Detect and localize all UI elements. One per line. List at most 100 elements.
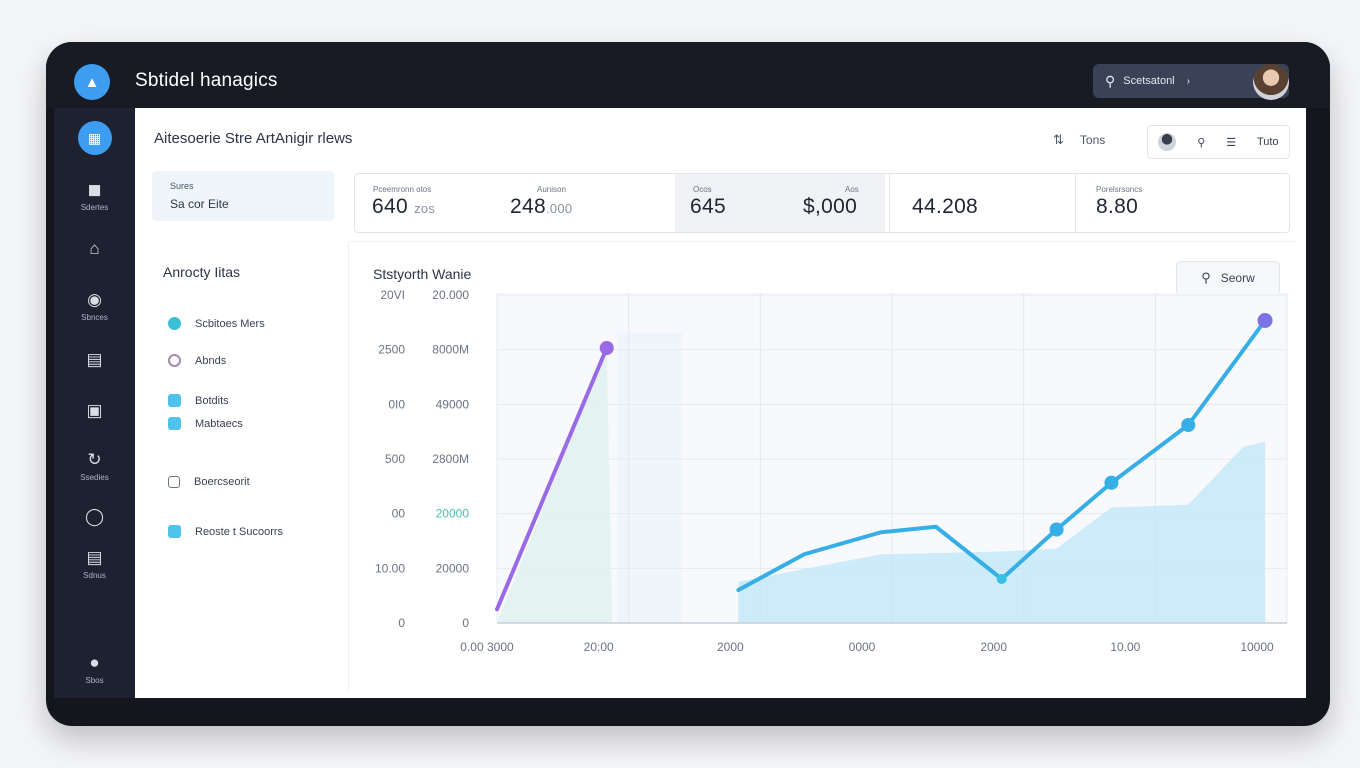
list-item-label: Mabtaecs	[195, 417, 243, 430]
list-item-label: Abnds	[195, 354, 227, 367]
stat-value: 248.000	[510, 195, 573, 218]
list-item-label: Boercseorit	[194, 476, 250, 488]
sidebar-item-8[interactable]: ▤ Sdnus	[54, 548, 135, 580]
y-tick-label: 2500	[378, 343, 405, 357]
stat-card[interactable]: Porelsrsoncs 8.80	[1075, 174, 1289, 232]
chart-card: Ststyorth Wanie ⚲ Seorw 20VI 20.000 2500 80…	[348, 241, 1297, 692]
list-icon: ▤	[86, 548, 103, 567]
x-tick-label: 10000	[1240, 640, 1274, 654]
list-item[interactable]: Botdits	[168, 394, 229, 407]
building-icon: ◼	[87, 180, 102, 199]
page-title: Aitesoerie Stre ArtAnigir rlews	[154, 130, 353, 147]
area-fill	[738, 441, 1266, 623]
summary-caption: Sures	[170, 181, 194, 191]
stat-value: 44.208	[912, 195, 979, 218]
sidebar-item-2[interactable]: ⌂	[54, 239, 135, 259]
sidebar-item-1[interactable]: ◼ Sdertes	[54, 180, 135, 212]
y-tick-label: 49000	[436, 397, 470, 411]
list-item-label: Reoste t Sucoorrs	[195, 525, 284, 538]
stat-value: $,000	[803, 195, 858, 218]
list-item[interactable]: Scbitoes Mers	[168, 317, 265, 330]
y-tick-label: 20.000	[432, 288, 469, 302]
pin-icon: ◉	[87, 290, 102, 309]
main-content: Aitesoerie Stre ArtAnigir rlews ⇅ Tons ⚲…	[135, 108, 1306, 698]
sidebar-item-9[interactable]: ● Sbos	[54, 653, 135, 685]
activity-title: Anrocty Iitas	[163, 264, 241, 280]
highlight-band	[617, 333, 682, 623]
sidebar-item-3[interactable]: ◉ Sbnces	[54, 290, 135, 322]
circle-icon	[168, 354, 181, 367]
y-tick-label: 20000	[436, 561, 470, 575]
sidebar-item-label: Sbnces	[81, 313, 108, 322]
home-icon: ⌂	[89, 239, 100, 258]
x-tick-label: 10.00	[1110, 640, 1140, 654]
avatar[interactable]	[1158, 133, 1177, 151]
sidebar-item-label: Sdertes	[80, 203, 109, 212]
card-icon: ▤	[86, 350, 103, 369]
stat-caption: Aunison	[537, 185, 566, 194]
sidebar-item-6[interactable]: ↻ Ssedies	[54, 450, 135, 482]
filter-icon[interactable]: ⇅	[1053, 132, 1064, 147]
stat-caption: Porelsrsoncs	[1096, 185, 1143, 194]
square-icon	[168, 525, 181, 538]
sidebar-item-label: Sdnus	[83, 571, 106, 580]
y-tick-label: 500	[385, 452, 405, 466]
y-tick-label: 0I0	[388, 397, 405, 411]
toolbar-label[interactable]: Tons	[1079, 133, 1106, 147]
folder-icon	[168, 476, 180, 488]
square-icon	[168, 417, 181, 430]
avatar[interactable]	[1253, 64, 1289, 100]
stat-card[interactable]: 44.208	[889, 174, 1076, 232]
action-label[interactable]: Tuto	[1256, 136, 1279, 148]
action-group: ⚲ ☰ Tuto	[1147, 125, 1290, 159]
stat-value: 640 zos	[372, 195, 436, 218]
browse-button[interactable]: ⚲ Seorw	[1176, 261, 1280, 295]
search-value: Scetsatonl	[1123, 75, 1175, 87]
list-item[interactable]: Reoste t Sucoorrs	[168, 525, 283, 538]
stat-card-highlight[interactable]: Ocos 645 Aos $,000	[675, 174, 885, 232]
list-item[interactable]: Abnds	[168, 354, 226, 367]
x-tick-label: 2000	[717, 640, 744, 654]
monitor-icon: ▣	[86, 401, 103, 420]
stat-card[interactable]: Pceemronn otos 640 zos Aunison 248.000	[355, 174, 675, 232]
y-tick-label: 0	[462, 616, 469, 630]
data-point	[599, 341, 614, 355]
y-tick-label: 20VI	[380, 288, 405, 302]
x-tick-label: 0000	[849, 640, 876, 654]
data-point	[996, 574, 1007, 584]
top-bar: ▲ Sbtidel hanagics ⚲ Scetsatonl ›	[46, 42, 1330, 108]
stat-value: 645	[690, 195, 726, 218]
area-fill-secondary	[497, 348, 613, 623]
y-tick-label: 00	[392, 507, 406, 521]
x-tick-label: 0.00 3000	[460, 640, 514, 654]
search-icon[interactable]: ⚲	[1197, 136, 1206, 149]
user-icon: ◯	[84, 507, 105, 526]
logo-icon[interactable]: ▲	[74, 64, 110, 100]
data-point	[1049, 522, 1064, 537]
y-tick-label: 8000M	[432, 343, 469, 357]
data-point	[1257, 313, 1273, 328]
data-point	[1104, 475, 1119, 490]
sidebar-item-7[interactable]: ◯	[54, 507, 135, 527]
sidebar-item-label: Ssedies	[80, 473, 109, 482]
app-title: Sbtidel hanagics	[135, 70, 278, 91]
list-item-label: Scbitoes Mers	[195, 317, 265, 330]
device-frame: ▲ Sbtidel hanagics ⚲ Scetsatonl › ▦ ◼ Sd…	[46, 42, 1330, 726]
square-icon	[168, 394, 181, 407]
browse-button-label: Seorw	[1220, 271, 1255, 285]
menu-icon[interactable]: ☰	[1226, 136, 1237, 149]
stats-row: Pceemronn otos 640 zos Aunison 248.000 O…	[354, 173, 1290, 233]
sidebar-item-5[interactable]: ▣	[54, 401, 135, 421]
list-item[interactable]: Mabtaecs	[168, 417, 243, 430]
stat-caption: Aos	[845, 185, 859, 194]
sidebar-item-4[interactable]: ▤	[54, 350, 135, 370]
sidebar-item-home-active[interactable]: ▦	[54, 121, 135, 155]
stat-caption: Pceemronn otos	[373, 185, 432, 194]
list-item[interactable]: Boercseorit	[168, 476, 250, 488]
search-icon: ⚲	[1105, 72, 1116, 89]
sidebar: ▦ ◼ Sdertes ⌂ ◉ Sbnces ▤ ▣ ↻ Ssedies ◯ ▤…	[54, 108, 135, 698]
list-item-label: Botdits	[195, 394, 229, 407]
stat-value: 8.80	[1096, 195, 1139, 218]
summary-card[interactable]: Sures Sa cor Eite	[152, 171, 334, 221]
